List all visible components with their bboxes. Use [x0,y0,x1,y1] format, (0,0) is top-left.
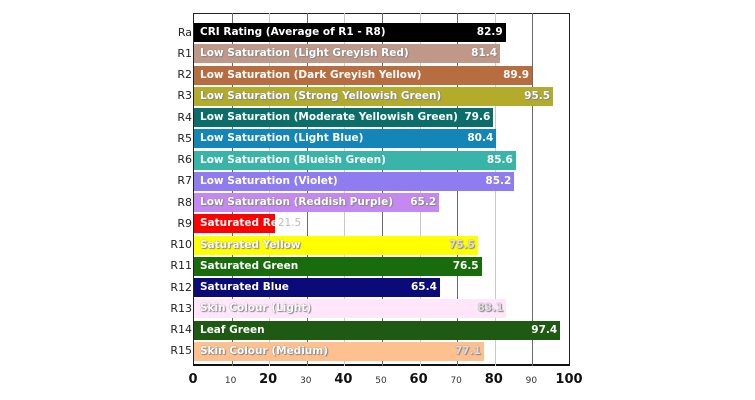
row-label-r7: R7 [177,174,192,188]
row-label-r13: R13 [170,301,192,315]
bar-value: 89.9 [503,68,530,81]
row-label-r10: R10 [170,238,192,251]
row-label-r4: R4 [177,110,192,124]
bar-name: Low Saturation (Reddish Purple) [200,196,394,208]
row-label-r15: R15 [170,344,192,358]
row-label-r5: R5 [177,131,192,145]
bar-r13: Skin Colour (Light) 83.1 [194,299,507,319]
bar-r3: Low Saturation (Strong Yellowish Green) 9… [194,86,554,106]
x-tick-60: 60 [409,372,428,387]
bar-r8: Low Saturation (Reddish Purple) 65.2 [194,193,440,212]
bar-r12: Saturated Blue 65.4 [194,278,440,297]
bar-r6: Low Saturation (Blueish Green) 85.6 [194,150,516,170]
row-label-r2: R2 [177,68,192,81]
bar-value: 82.9 [476,26,503,38]
bar-name: Skin Colour (Light) [200,302,312,315]
bar-value: 65.4 [410,281,437,293]
x-tick-30: 30 [300,376,312,386]
bar-r15: Skin Colour (Medium) 77.1 [194,341,484,361]
bar-value: 79.6 [464,111,491,123]
row-label-ra: Ra [177,25,192,39]
x-tick-0: 0 [188,372,198,387]
bar-name: Low Saturation (Moderate Yellowish Green… [200,111,458,123]
bar-ra: CRI Rating (Average of R1 - R8) 82.9 [194,23,506,42]
bar-name: Saturated Green [200,259,299,272]
bar-name: Saturated Red [200,217,286,230]
bar-value: 95.5 [524,89,551,102]
bar-r1: Low Saturation (Light Greyish Red) 81.4 [194,44,501,64]
bar-r11: Saturated Green 76.5 [194,256,482,276]
bar-name: Saturated Yellow [200,238,301,251]
x-tick-70: 70 [450,376,462,386]
bar-value: 97.4 [531,323,558,336]
row-label-r6: R6 [177,153,192,166]
bar-name: Low Saturation (Light Greyish Red) [200,47,409,60]
x-tick-50: 50 [375,376,387,386]
bar-name: Low Saturation (Violet) [200,174,338,187]
x-tick-90: 90 [525,376,538,386]
bar-value: 85.2 [485,174,512,187]
row-label-r12: R12 [170,280,192,294]
row-label-r8: R8 [177,195,192,209]
x-tick-40: 40 [334,372,353,387]
plot-area [193,13,570,366]
bar-r14: Leaf Green 97.4 [194,320,561,340]
row-label-r1: R1 [177,46,192,60]
bar-value: 75.5 [448,238,475,251]
row-label-r9: R9 [177,216,192,230]
x-tick-80: 80 [484,372,503,387]
bar-value: 83.1 [477,302,504,315]
bar-value: 21.5 [277,217,302,230]
bar-r5: Low Saturation (Light Blue) 80.4 [194,129,497,149]
bar-value: 77.1 [454,344,481,357]
bar-value: 65.2 [410,196,437,208]
bar-value: 76.5 [452,259,479,272]
bar-name: Skin Colour (Medium) [200,344,329,357]
bar-name: Leaf Green [200,323,265,336]
x-tick-10: 10 [224,376,237,386]
x-tick-20: 20 [259,372,278,387]
bar-name: Low Saturation (Strong Yellowish Green) [200,89,442,102]
bar-name: Low Saturation (Dark Greyish Yellow) [200,68,422,81]
bar-name: Low Saturation (Blueish Green) [200,153,386,166]
bar-value: 80.4 [467,132,494,145]
bar-name: Low Saturation (Light Blue) [200,132,364,145]
bar-name: Saturated Blue [200,281,289,293]
bar-r2: Low Saturation (Dark Greyish Yellow) 89.9 [194,65,533,85]
row-label-r3: R3 [177,89,192,103]
bar-value: 81.4 [471,47,498,60]
bar-r4: Low Saturation (Moderate Yellowish Green… [194,108,494,127]
bar-r10: Saturated Yellow 75.5 [194,235,478,255]
bar-name: CRI Rating (Average of R1 - R8) [200,26,386,38]
row-label-r11: R11 [170,259,192,273]
row-label-r14: R14 [170,323,192,336]
x-tick-100: 100 [555,372,583,387]
bar-value: 85.6 [486,153,513,166]
bar-r7: Low Saturation (Violet) 85.2 [194,171,515,191]
gridline-90 [532,13,534,366]
bar-r9: Saturated Red 21.5 [194,214,301,234]
